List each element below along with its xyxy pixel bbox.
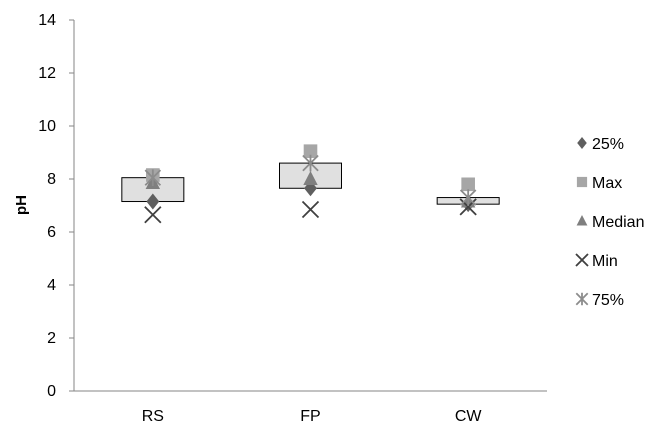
y-axis-title: pH: [13, 195, 30, 215]
marker-square-cw: [461, 177, 475, 192]
x-axis-tick-labels: RS FP CW: [142, 408, 483, 425]
marker-star-cw: [459, 189, 477, 206]
marker-star-rs: [144, 169, 162, 187]
legend-marker-triangle: [576, 215, 588, 226]
legend-label: Min: [592, 253, 618, 270]
x-tick-label: CW: [455, 408, 483, 425]
marker-diamond-fp: [304, 180, 317, 197]
marker-star-fp: [302, 154, 319, 172]
legend: 25% Max Median Min 75%: [575, 136, 644, 309]
legend-label: 25%: [592, 136, 624, 153]
legend-label: Max: [592, 175, 622, 192]
legend-marker-diamond: [577, 137, 587, 149]
y-tick-label: 14: [38, 12, 56, 29]
y-tick-label: 4: [47, 277, 56, 294]
marker-diamond-rs: [146, 193, 160, 210]
x-tick-label: RS: [142, 408, 164, 425]
y-axis-tick-labels: 0 2 4 6 8 10 12 14: [38, 12, 56, 400]
legend-marker-square: [576, 176, 588, 188]
y-tick-label: 8: [47, 171, 56, 188]
legend-marker-star: [575, 292, 589, 306]
legend-marker-x: [575, 253, 589, 267]
data-markers: [144, 144, 477, 224]
y-tick-label: 10: [38, 118, 56, 135]
legend-label: Median: [592, 214, 644, 231]
marker-x-rs: [144, 206, 162, 224]
legend-label: 75%: [592, 292, 624, 309]
y-tick-label: 0: [47, 383, 56, 400]
y-tick-label: 2: [47, 330, 56, 347]
marker-x-cw: [459, 198, 477, 216]
x-tick-label: FP: [300, 408, 320, 425]
y-tick-label: 6: [47, 224, 56, 241]
marker-x-fp: [301, 200, 320, 219]
marker-square-fp: [303, 144, 318, 158]
marker-triangle-fp: [303, 171, 318, 185]
y-tick-label: 12: [38, 65, 56, 82]
axes: [69, 19, 547, 392]
